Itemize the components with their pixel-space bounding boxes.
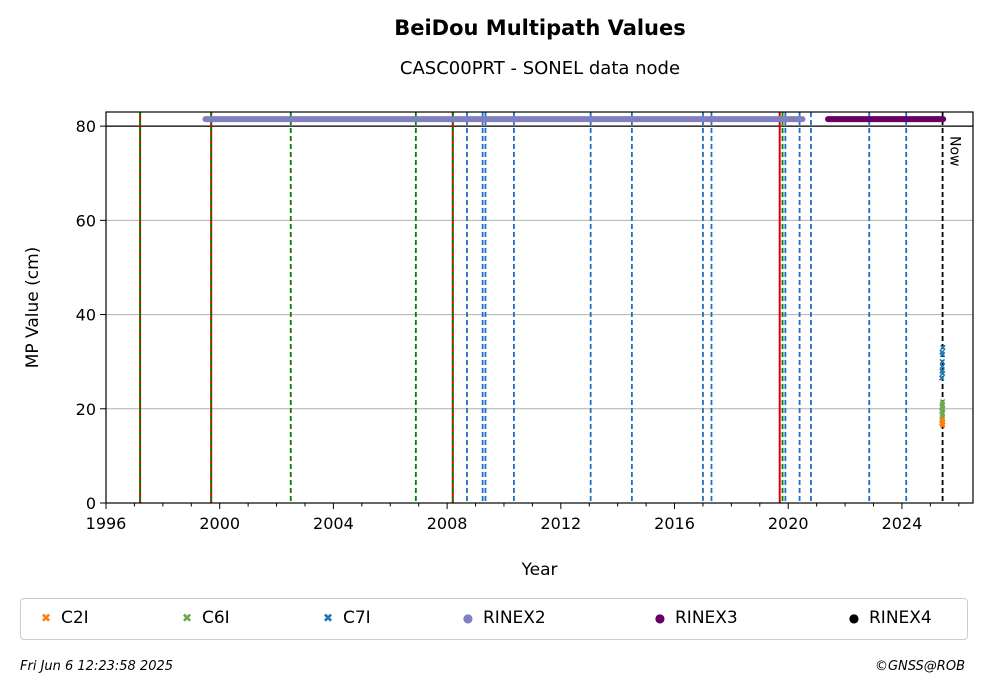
chart-subtitle: CASC00PRT - SONEL data node xyxy=(399,58,681,79)
x-tick-label: 2024 xyxy=(882,514,923,533)
data-point-c6i xyxy=(939,413,946,419)
legend-item-c2i: ✖ C2I xyxy=(35,608,89,628)
x-tick-label: 2012 xyxy=(540,514,581,533)
data-point-c7i xyxy=(939,349,945,356)
dot-marker-icon: ● xyxy=(848,611,860,625)
data-point-c7i xyxy=(939,358,946,365)
y-axis-label: MP Value (cm) xyxy=(23,247,43,369)
data-point-c7i xyxy=(940,344,946,351)
data-point-c7i xyxy=(939,370,946,377)
data-point-c2i xyxy=(939,422,946,429)
x-marker-icon: ✖ xyxy=(40,611,52,625)
data-point-c7i xyxy=(939,363,946,370)
y-tick-label: 80 xyxy=(76,117,96,136)
legend-label: RINEX3 xyxy=(675,608,738,628)
x-tick-label: 2008 xyxy=(427,514,468,533)
legend-label: C2I xyxy=(61,608,89,628)
x-marker-icon: ✖ xyxy=(322,611,334,625)
legend-item-c7i: ✖ C7I xyxy=(317,608,371,628)
x-tick-label: 2004 xyxy=(313,514,354,533)
legend-item-c6i: ✖ C6I xyxy=(176,608,230,628)
y-tick-label: 60 xyxy=(76,211,96,230)
x-marker-icon: ✖ xyxy=(181,611,193,625)
x-tick-label: 2020 xyxy=(768,514,809,533)
timestamp: Fri Jun 6 12:23:58 2025 xyxy=(20,659,174,674)
data-point-c6i xyxy=(940,406,946,412)
chart-title: BeiDou Multipath Values xyxy=(394,16,686,40)
data-point-c6i xyxy=(939,398,946,405)
legend-item-rinex2: ● RINEX2 xyxy=(457,608,546,628)
data-point-c7i xyxy=(938,375,945,381)
x-tick-label: 1996 xyxy=(86,514,127,533)
x-tick-label: 2016 xyxy=(654,514,695,533)
legend: ✖ C2I ✖ C6I ✖ C7I ● RINEX2 ● RINEX3 ● RINEX4 xyxy=(20,598,968,640)
dot-marker-icon: ● xyxy=(462,611,474,625)
x-axis-label: Year xyxy=(521,560,558,580)
legend-label: RINEX2 xyxy=(483,608,546,628)
x-tick-label: 2000 xyxy=(199,514,240,533)
legend-label: C6I xyxy=(202,608,230,628)
legend-label: C7I xyxy=(343,608,371,628)
legend-label: RINEX4 xyxy=(869,608,932,628)
credit: ©GNSS@ROB xyxy=(874,659,965,674)
y-tick-label: 20 xyxy=(76,400,96,419)
now-label: Now xyxy=(947,136,963,167)
legend-item-rinex3: ● RINEX3 xyxy=(649,608,738,628)
legend-item-rinex4: ● RINEX4 xyxy=(843,608,932,628)
chart-canvas: Now 1996 2000 2004 2008 2012 2016 2020 2024 0 20 40… xyxy=(23,111,974,580)
y-tick-label: 0 xyxy=(86,494,96,513)
plot-frame xyxy=(105,111,974,504)
y-tick-label: 40 xyxy=(76,306,96,325)
dot-marker-icon: ● xyxy=(654,611,666,625)
